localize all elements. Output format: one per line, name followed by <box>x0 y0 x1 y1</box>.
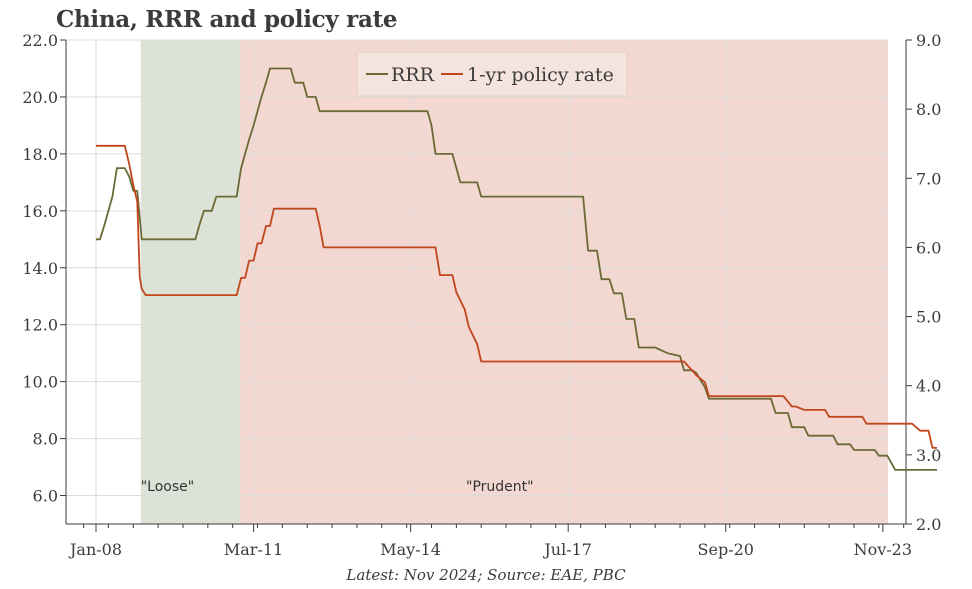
y-left-tick-label-4: 14.0 <box>22 259 58 278</box>
x-tick-label-4: Sep-20 <box>698 540 754 559</box>
y-left-tick-label-5: 16.0 <box>22 202 58 221</box>
chart-footnote: Latest: Nov 2024; Source: EAE, PBC <box>346 566 626 584</box>
series-line-0 <box>96 67 937 471</box>
x-tick-label-3: Jul-17 <box>542 540 592 559</box>
x-tick-label-1: Mar-11 <box>224 540 283 559</box>
y-right-tick-label-7: 9.0 <box>916 31 941 50</box>
series-lines <box>96 67 937 471</box>
series-line-1 <box>96 144 937 449</box>
grid-lines <box>66 39 888 524</box>
y-right-tick-label-0: 2.0 <box>916 515 941 534</box>
y-left-tick-label-6: 18.0 <box>22 145 58 164</box>
shaded-regions: "Loose" "Prudent" <box>140 40 888 524</box>
y-right-tick-label-5: 7.0 <box>916 169 941 188</box>
legend-box <box>356 51 628 97</box>
axes: 6.0 8.0 10.0 12.0 14.0 16.0 18.0 20.0 22.0 2.0 3.0… <box>22 31 941 559</box>
y-left-tick-label-8: 22.0 <box>22 31 58 50</box>
y-right-tick-label-3: 5.0 <box>916 308 941 327</box>
x-tick-label-0: Jan-08 <box>68 540 122 559</box>
region-label-1: "Prudent" <box>466 479 534 495</box>
y-right-tick-label-4: 6.0 <box>916 238 941 257</box>
y-right-tick-label-2: 4.0 <box>916 377 941 396</box>
y-right-tick-label-6: 8.0 <box>916 100 941 119</box>
legend: RRR 1-yr policy rate <box>356 51 628 97</box>
x-tick-label-2: May-14 <box>380 540 441 559</box>
legend-label-1: 1-yr policy rate <box>467 64 614 86</box>
region-label-0: "Loose" <box>141 479 194 495</box>
y-left-tick-label-1: 8.0 <box>33 430 58 449</box>
legend-label-0: RRR <box>391 64 435 86</box>
region-0 <box>140 40 241 524</box>
y-right-tick-label-1: 3.0 <box>916 446 941 465</box>
y-left-tick-label-0: 6.0 <box>33 487 58 506</box>
y-left-tick-label-2: 10.0 <box>22 373 58 392</box>
y-left-tick-label-7: 20.0 <box>22 88 58 107</box>
chart-title: China, RRR and policy rate <box>56 6 398 33</box>
x-tick-label-5: Nov-23 <box>854 540 912 559</box>
y-left-tick-label-3: 12.0 <box>22 316 58 335</box>
region-1 <box>240 40 888 524</box>
